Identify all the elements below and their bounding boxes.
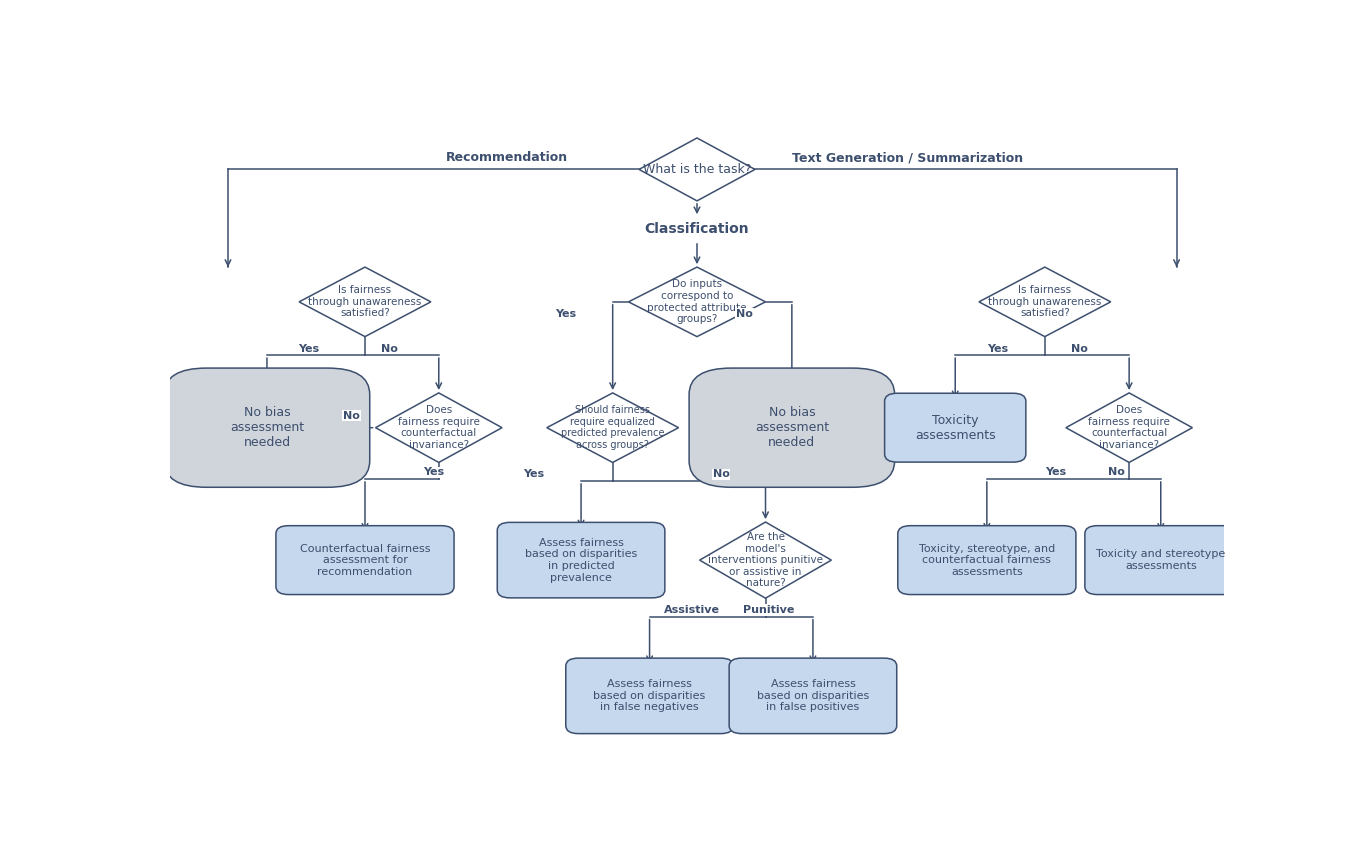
Text: Toxicity
assessments: Toxicity assessments [915, 414, 996, 442]
Text: Punitive: Punitive [743, 605, 794, 615]
FancyBboxPatch shape [690, 368, 895, 488]
Text: Assess fairness
based on disparities
in false positives: Assess fairness based on disparities in … [756, 679, 869, 712]
Text: No bias
assessment
needed: No bias assessment needed [230, 406, 305, 449]
Text: Yes: Yes [987, 343, 1008, 353]
Text: No: No [1108, 467, 1125, 477]
Text: Yes: Yes [423, 467, 445, 477]
Polygon shape [979, 267, 1111, 336]
Polygon shape [639, 138, 755, 201]
Text: No: No [736, 309, 753, 319]
Text: Yes: Yes [555, 309, 575, 319]
Text: Assess fairness
based on disparities
in predicted
prevalence: Assess fairness based on disparities in … [525, 538, 638, 582]
Text: Is fairness
through unawareness
satisfied?: Is fairness through unawareness satisfie… [309, 286, 422, 318]
Polygon shape [375, 393, 502, 463]
Text: No: No [343, 411, 360, 421]
Polygon shape [1066, 393, 1193, 463]
Text: No: No [713, 470, 730, 479]
FancyBboxPatch shape [898, 525, 1076, 594]
Polygon shape [547, 393, 679, 463]
Text: Yes: Yes [524, 470, 544, 479]
Text: No: No [1072, 343, 1088, 353]
Polygon shape [699, 522, 831, 599]
Text: What is the task?: What is the task? [643, 163, 751, 176]
Text: Do inputs
correspond to
protected attribute
groups?: Do inputs correspond to protected attrib… [647, 280, 747, 324]
Text: Are the
model's
interventions punitive
or assistive in
nature?: Are the model's interventions punitive o… [709, 532, 823, 588]
Text: Classification: Classification [645, 222, 749, 236]
Text: Should fairness
require equalized
predicted prevalence
across groups?: Should fairness require equalized predic… [560, 405, 665, 450]
Text: Yes: Yes [299, 343, 320, 353]
Polygon shape [628, 267, 766, 336]
Polygon shape [299, 267, 431, 336]
FancyBboxPatch shape [498, 522, 665, 598]
Text: Is fairness
through unawareness
satisfied?: Is fairness through unawareness satisfie… [989, 286, 1102, 318]
Text: No bias
assessment
needed: No bias assessment needed [755, 406, 830, 449]
Text: Recommendation: Recommendation [446, 151, 568, 164]
FancyBboxPatch shape [276, 525, 454, 594]
Text: Assess fairness
based on disparities
in false negatives: Assess fairness based on disparities in … [593, 679, 706, 712]
Text: Assistive: Assistive [664, 605, 719, 615]
FancyBboxPatch shape [729, 658, 896, 734]
Text: Does
fairness require
counterfactual
invariance?: Does fairness require counterfactual inv… [1088, 405, 1170, 450]
Text: Counterfactual fairness
assessment for
recommendation: Counterfactual fairness assessment for r… [299, 544, 430, 577]
Text: Toxicity, stereotype, and
counterfactual fairness
assessments: Toxicity, stereotype, and counterfactual… [919, 544, 1055, 577]
FancyBboxPatch shape [1085, 525, 1236, 594]
FancyBboxPatch shape [165, 368, 370, 488]
Text: Toxicity and stereotype
assessments: Toxicity and stereotype assessments [1096, 550, 1225, 571]
Text: Does
fairness require
counterfactual
invariance?: Does fairness require counterfactual inv… [398, 405, 480, 450]
Text: Yes: Yes [1044, 467, 1066, 477]
Text: Text Generation / Summarization: Text Generation / Summarization [793, 151, 1023, 164]
FancyBboxPatch shape [884, 393, 1025, 462]
Text: No: No [381, 343, 397, 353]
FancyBboxPatch shape [566, 658, 733, 734]
